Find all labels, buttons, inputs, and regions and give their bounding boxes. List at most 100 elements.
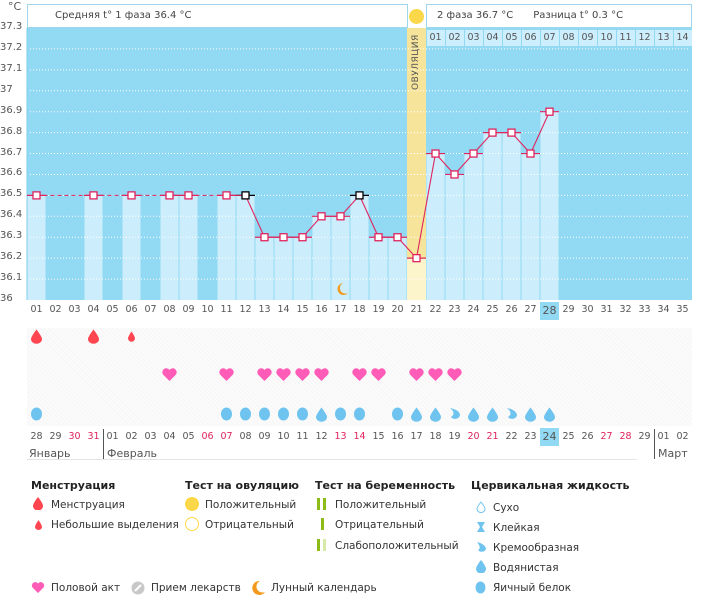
cycle-day-label[interactable]: 03 xyxy=(68,304,81,315)
calendar-date[interactable]: 31 xyxy=(87,431,100,442)
calendar-date[interactable]: 29 xyxy=(49,431,62,442)
calendar-date[interactable]: 26 xyxy=(581,431,594,442)
cycle-day-label[interactable]: 04 xyxy=(87,304,100,315)
egg-white-icon[interactable] xyxy=(388,404,407,423)
calendar-date[interactable]: 16 xyxy=(391,431,404,442)
calendar-date[interactable]: 04 xyxy=(163,431,176,442)
calendar-date[interactable]: 05 xyxy=(182,431,195,442)
calendar-date[interactable]: 01 xyxy=(106,431,119,442)
calendar-date[interactable]: 13 xyxy=(334,431,347,442)
calendar-date[interactable]: 02 xyxy=(125,431,138,442)
watery-icon[interactable] xyxy=(483,404,502,423)
current-day-label[interactable]: 28 xyxy=(540,302,559,320)
cycle-day-label[interactable]: 18 xyxy=(353,304,366,315)
calendar-date[interactable]: 07 xyxy=(220,431,233,442)
cycle-day-label[interactable]: 15 xyxy=(296,304,309,315)
cycle-day-label[interactable]: 12 xyxy=(239,304,252,315)
cycle-day-label[interactable]: 24 xyxy=(467,304,480,315)
cycle-day-label[interactable]: 02 xyxy=(49,304,62,315)
calendar-date[interactable]: 15 xyxy=(372,431,385,442)
cycle-day-label[interactable]: 30 xyxy=(581,304,594,315)
cycle-day-label[interactable]: 16 xyxy=(315,304,328,315)
calendar-date[interactable]: 11 xyxy=(296,431,309,442)
cycle-day-label[interactable]: 13 xyxy=(258,304,271,315)
egg-white-icon[interactable] xyxy=(274,404,293,423)
egg-white-icon[interactable] xyxy=(27,404,46,423)
current-calendar-date[interactable]: 24 xyxy=(540,428,559,446)
calendar-date[interactable]: 25 xyxy=(562,431,575,442)
watery-icon[interactable] xyxy=(426,404,445,423)
heart-icon[interactable] xyxy=(426,365,445,384)
calendar-date[interactable]: 18 xyxy=(429,431,442,442)
egg-white-icon[interactable] xyxy=(331,404,350,423)
watery-icon[interactable] xyxy=(540,404,559,423)
spotting-icon[interactable] xyxy=(122,326,141,345)
heart-icon[interactable] xyxy=(274,365,293,384)
cycle-day-label[interactable]: 09 xyxy=(182,304,195,315)
cycle-day-label[interactable]: 05 xyxy=(106,304,119,315)
cycle-day-label[interactable]: 06 xyxy=(125,304,138,315)
cycle-day-label[interactable]: 17 xyxy=(334,304,347,315)
watery-icon[interactable] xyxy=(521,404,540,423)
menstruation-icon[interactable] xyxy=(84,326,103,345)
calendar-date[interactable]: 09 xyxy=(258,431,271,442)
calendar-date[interactable]: 28 xyxy=(30,431,43,442)
calendar-date[interactable]: 27 xyxy=(600,431,613,442)
calendar-date[interactable]: 29 xyxy=(638,431,651,442)
menstruation-icon[interactable] xyxy=(27,326,46,345)
heart-icon[interactable] xyxy=(293,365,312,384)
creamy-icon[interactable] xyxy=(502,404,521,423)
cycle-day-label[interactable]: 07 xyxy=(144,304,157,315)
cycle-day-label[interactable]: 14 xyxy=(277,304,290,315)
heart-icon[interactable] xyxy=(445,365,464,384)
creamy-icon[interactable] xyxy=(445,404,464,423)
calendar-date[interactable]: 10 xyxy=(277,431,290,442)
watery-icon[interactable] xyxy=(464,404,483,423)
heart-icon[interactable] xyxy=(350,365,369,384)
heart-icon[interactable] xyxy=(312,365,331,384)
cycle-day-label[interactable]: 22 xyxy=(429,304,442,315)
cycle-day-label[interactable]: 31 xyxy=(600,304,613,315)
calendar-date[interactable]: 12 xyxy=(315,431,328,442)
cycle-day-label[interactable]: 26 xyxy=(505,304,518,315)
watery-icon[interactable] xyxy=(312,404,331,423)
calendar-date[interactable]: 02 xyxy=(676,431,689,442)
heart-icon[interactable] xyxy=(369,365,388,384)
egg-white-icon[interactable] xyxy=(255,404,274,423)
cycle-day-label[interactable]: 34 xyxy=(657,304,670,315)
calendar-date[interactable]: 03 xyxy=(144,431,157,442)
cycle-day-label[interactable]: 01 xyxy=(30,304,43,315)
calendar-date[interactable]: 23 xyxy=(524,431,537,442)
calendar-date[interactable]: 06 xyxy=(201,431,214,442)
calendar-date[interactable]: 30 xyxy=(68,431,81,442)
egg-white-icon[interactable] xyxy=(217,404,236,423)
heart-icon[interactable] xyxy=(407,365,426,384)
cycle-day-label[interactable]: 33 xyxy=(638,304,651,315)
watery-icon[interactable] xyxy=(407,404,426,423)
calendar-date[interactable]: 14 xyxy=(353,431,366,442)
cycle-day-label[interactable]: 08 xyxy=(163,304,176,315)
egg-white-icon[interactable] xyxy=(236,404,255,423)
calendar-date[interactable]: 01 xyxy=(657,431,670,442)
heart-icon[interactable] xyxy=(217,365,236,384)
cycle-day-label[interactable]: 10 xyxy=(201,304,214,315)
egg-white-icon[interactable] xyxy=(350,404,369,423)
heart-icon[interactable] xyxy=(160,365,179,384)
calendar-date[interactable]: 20 xyxy=(467,431,480,442)
calendar-date[interactable]: 08 xyxy=(239,431,252,442)
cycle-day-label[interactable]: 21 xyxy=(410,304,423,315)
egg-white-icon[interactable] xyxy=(293,404,312,423)
heart-icon[interactable] xyxy=(255,365,274,384)
cycle-day-label[interactable]: 25 xyxy=(486,304,499,315)
calendar-date[interactable]: 17 xyxy=(410,431,423,442)
cycle-day-label[interactable]: 35 xyxy=(676,304,689,315)
calendar-date[interactable]: 19 xyxy=(448,431,461,442)
cycle-day-label[interactable]: 11 xyxy=(220,304,233,315)
calendar-date[interactable]: 21 xyxy=(486,431,499,442)
cycle-day-label[interactable]: 27 xyxy=(524,304,537,315)
cycle-day-label[interactable]: 20 xyxy=(391,304,404,315)
cycle-day-label[interactable]: 32 xyxy=(619,304,632,315)
calendar-date[interactable]: 22 xyxy=(505,431,518,442)
cycle-day-label[interactable]: 19 xyxy=(372,304,385,315)
cycle-day-label[interactable]: 29 xyxy=(562,304,575,315)
